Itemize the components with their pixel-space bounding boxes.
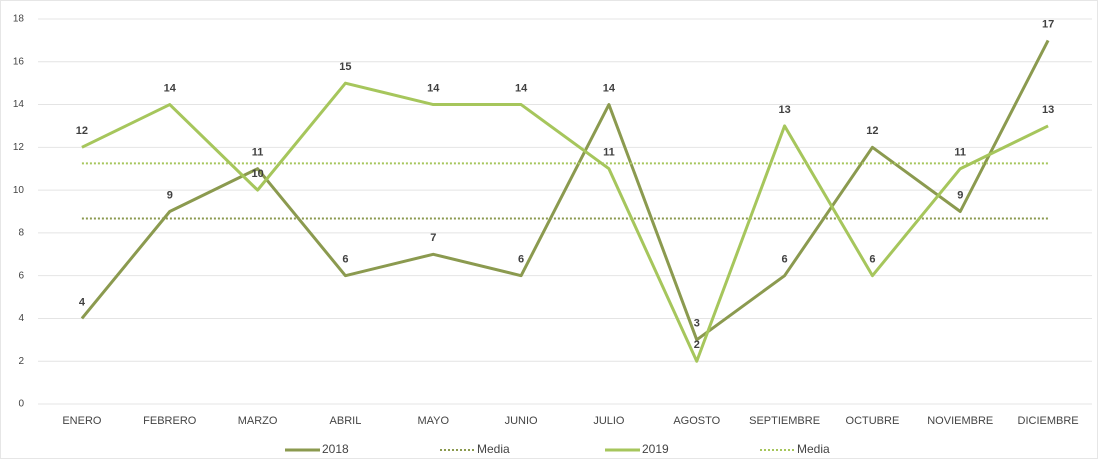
legend-label: Media xyxy=(477,442,510,456)
x-tick-label: FEBRERO xyxy=(143,415,197,427)
y-tick-label: 4 xyxy=(18,313,24,324)
data-label: 14 xyxy=(164,82,177,94)
x-tick-label: ABRIL xyxy=(330,415,362,427)
data-label: 11 xyxy=(954,147,966,159)
data-label: 12 xyxy=(866,125,878,137)
data-label: 6 xyxy=(342,254,348,266)
data-label: 6 xyxy=(782,254,788,266)
data-label: 14 xyxy=(515,82,528,94)
data-label: 11 xyxy=(603,147,615,159)
y-tick-label: 0 xyxy=(18,399,24,410)
data-label: 13 xyxy=(1042,104,1054,116)
legend-label: 2018 xyxy=(322,442,349,456)
x-tick-label: ENERO xyxy=(62,415,102,427)
x-tick-label: AGOSTO xyxy=(673,415,720,427)
data-label: 9 xyxy=(957,189,963,201)
data-label: 2 xyxy=(694,339,700,351)
data-label: 14 xyxy=(427,82,440,94)
x-tick-label: JUNIO xyxy=(505,415,538,427)
series-line xyxy=(81,81,1049,363)
data-label: 9 xyxy=(167,189,173,201)
x-tick-label: MARZO xyxy=(238,415,278,427)
data-label: 11 xyxy=(252,147,264,159)
y-tick-label: 8 xyxy=(18,228,24,239)
y-tick-label: 10 xyxy=(13,185,25,196)
y-tick-label: 16 xyxy=(13,56,25,67)
data-label: 3 xyxy=(694,318,700,330)
data-label: 17 xyxy=(1042,18,1054,30)
data-label: 13 xyxy=(778,104,790,116)
data-label: 10 xyxy=(251,168,263,180)
y-tick-label: 6 xyxy=(18,270,24,281)
legend-label: Media xyxy=(797,442,830,456)
y-tick-label: 2 xyxy=(18,356,24,367)
data-label: 7 xyxy=(430,232,436,244)
x-tick-label: NOVIEMBRE xyxy=(927,415,993,427)
data-label: 12 xyxy=(76,125,88,137)
y-tick-label: 18 xyxy=(13,14,25,25)
data-label: 14 xyxy=(603,82,616,94)
data-label: 15 xyxy=(339,61,351,73)
x-tick-label: MAYO xyxy=(417,415,449,427)
y-tick-label: 14 xyxy=(13,99,25,110)
x-tick-label: JULIO xyxy=(593,415,625,427)
x-tick-label: OCTUBRE xyxy=(846,415,900,427)
x-tick-label: DICIEMBRE xyxy=(1018,415,1079,427)
x-tick-label: SEPTIEMBRE xyxy=(749,415,820,427)
data-label: 4 xyxy=(79,296,86,308)
data-label: 6 xyxy=(518,254,524,266)
legend-label: 2019 xyxy=(642,442,669,456)
y-tick-label: 12 xyxy=(13,142,25,153)
data-label: 6 xyxy=(869,254,875,266)
